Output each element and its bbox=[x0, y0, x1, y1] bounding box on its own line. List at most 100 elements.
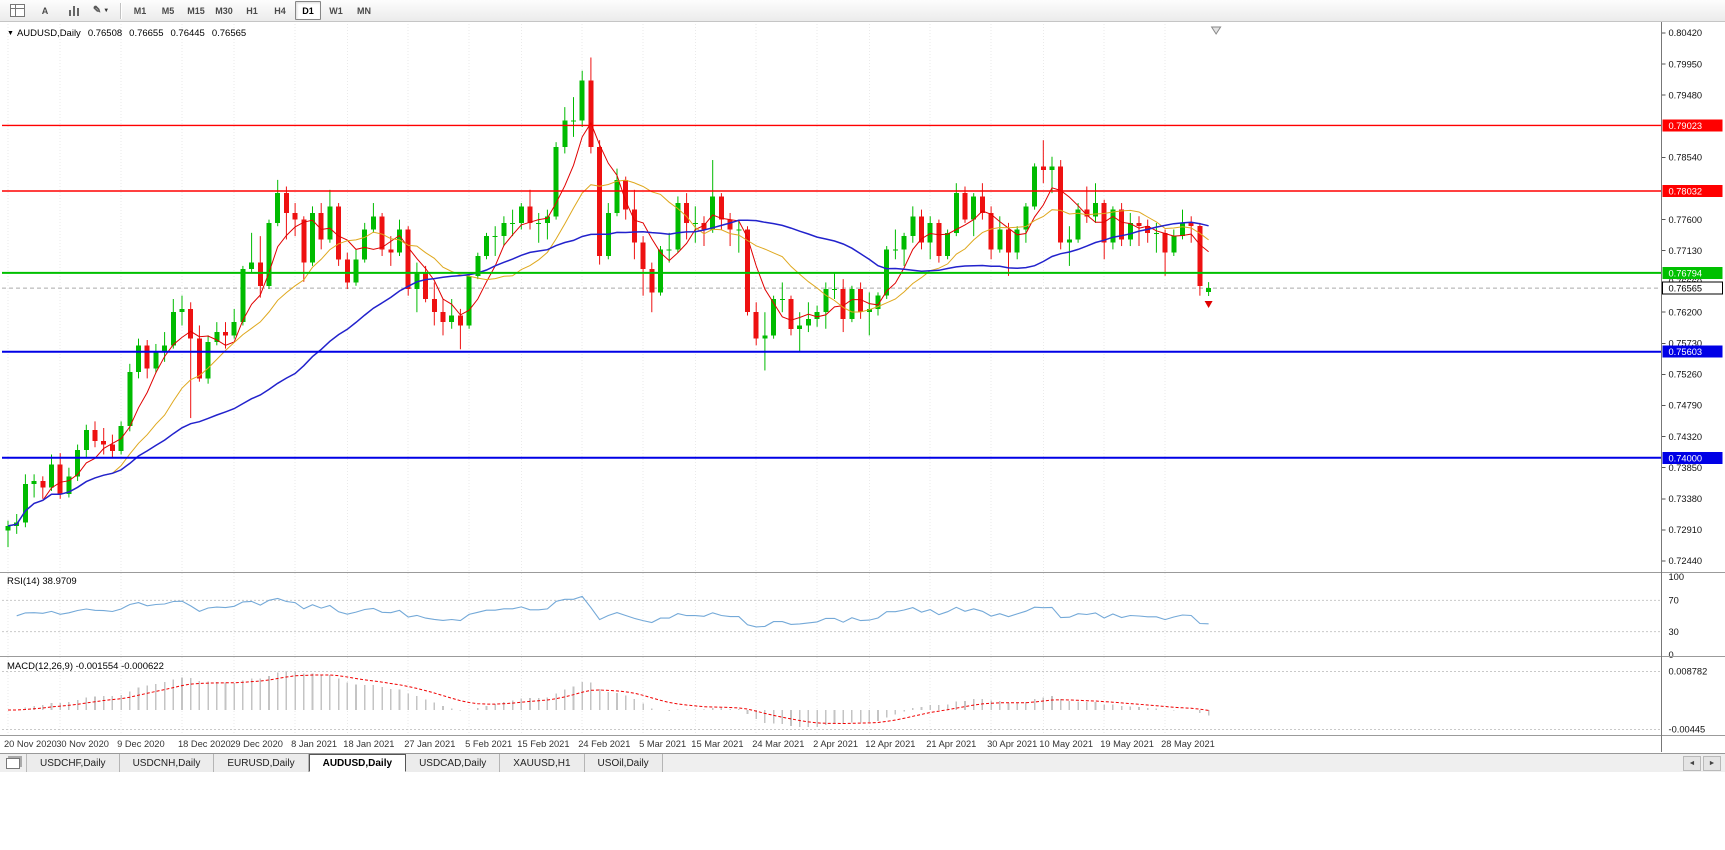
candle-body bbox=[301, 219, 307, 263]
candle-body bbox=[666, 249, 672, 251]
candle-body bbox=[736, 229, 742, 231]
rsi-level-label: 30 bbox=[1669, 627, 1679, 637]
candle-body bbox=[518, 206, 524, 223]
candle-body bbox=[66, 476, 72, 495]
date-label: 20 Nov 2020 bbox=[4, 739, 57, 749]
candle-body bbox=[336, 206, 342, 260]
date-label: 15 Feb 2021 bbox=[517, 739, 569, 749]
timeframe-button-m15[interactable]: M15 bbox=[187, 5, 205, 16]
timeframe-button-d1[interactable]: D1 bbox=[295, 1, 321, 20]
candle-body bbox=[1188, 222, 1194, 227]
candle-body bbox=[1110, 209, 1116, 243]
chart-tab-audusd-daily[interactable]: AUDUSD,Daily bbox=[308, 754, 407, 772]
timeframe-button-m30[interactable]: M30 bbox=[215, 5, 233, 16]
insert-text-button[interactable]: A bbox=[41, 5, 49, 16]
price-tick-label: 0.73380 bbox=[1669, 494, 1703, 504]
candle-body bbox=[979, 196, 985, 213]
candle-body bbox=[484, 236, 489, 256]
candle-body bbox=[1058, 166, 1064, 243]
candle-body bbox=[919, 216, 924, 243]
candle-body bbox=[414, 272, 420, 290]
candle-body bbox=[275, 193, 281, 223]
symbol-dropdown-icon[interactable]: ▼ bbox=[7, 30, 14, 37]
candle-body bbox=[370, 216, 376, 230]
chart-tab-xauusd-h1[interactable]: XAUUSD,H1 bbox=[500, 754, 585, 772]
candle-body bbox=[353, 259, 359, 283]
candle-body bbox=[249, 262, 255, 270]
date-label: 2 Apr 2021 bbox=[813, 739, 858, 749]
candle-body bbox=[1136, 222, 1142, 227]
candle-body bbox=[779, 298, 785, 300]
candle-body bbox=[527, 206, 533, 223]
candle-body bbox=[1101, 203, 1107, 243]
candle-body bbox=[1023, 206, 1029, 230]
candle-body bbox=[231, 322, 237, 336]
rsi-name: RSI(14) bbox=[7, 576, 40, 587]
candle-body bbox=[910, 216, 916, 237]
bar-chart-icon bbox=[67, 5, 80, 17]
timeframe-button-w1[interactable]: W1 bbox=[329, 5, 343, 16]
price-tick-label: 0.80420 bbox=[1669, 28, 1703, 38]
symbol-label: AUDUSD,Daily bbox=[16, 28, 81, 39]
candle-body bbox=[475, 255, 481, 276]
candle-body bbox=[553, 146, 559, 217]
candle-body bbox=[397, 229, 402, 253]
candle-body bbox=[623, 179, 629, 210]
candle-body bbox=[57, 464, 63, 495]
candle-body bbox=[440, 312, 446, 323]
candle-body bbox=[1127, 222, 1133, 240]
candle-body bbox=[658, 249, 663, 293]
candle-body bbox=[379, 216, 385, 250]
candle-body bbox=[1153, 232, 1159, 234]
candle-body bbox=[762, 335, 768, 339]
chart-tab-usoil-daily[interactable]: USOil,Daily bbox=[584, 754, 663, 772]
chart-title: ▼ AUDUSD,Daily 0.76508 0.76655 0.76445 0.7656… bbox=[7, 28, 246, 39]
bar-chart-type-button[interactable] bbox=[60, 1, 86, 20]
chart-tools-group: A ✎ ▼ bbox=[3, 1, 115, 20]
price-level-badge-bg bbox=[1662, 266, 1723, 279]
candle-body bbox=[466, 275, 472, 326]
candle-body bbox=[49, 464, 54, 488]
timeframe-button-m1[interactable]: M1 bbox=[133, 5, 147, 16]
chart-tab-usdcnh-daily[interactable]: USDCNH,Daily bbox=[119, 754, 215, 772]
candle-body bbox=[962, 193, 968, 220]
date-label: 21 Apr 2021 bbox=[926, 739, 976, 749]
candle-body bbox=[562, 120, 568, 147]
price-tick-label: 0.74790 bbox=[1669, 401, 1703, 411]
date-label: 19 May 2021 bbox=[1100, 739, 1154, 749]
candle-body bbox=[1093, 203, 1098, 217]
candle-body bbox=[858, 289, 864, 313]
timeframe-button-m5[interactable]: M5 bbox=[161, 5, 175, 16]
chart-tab-usdcad-daily[interactable]: USDCAD,Daily bbox=[406, 754, 501, 772]
timeframe-button-h1[interactable]: H1 bbox=[246, 5, 258, 16]
candle-body bbox=[214, 332, 220, 342]
ma-line-13 bbox=[7, 179, 1209, 527]
candle-body bbox=[1084, 209, 1090, 217]
timeframe-button-h4[interactable]: H4 bbox=[274, 5, 286, 16]
candle-body bbox=[849, 289, 855, 319]
candle-body bbox=[1014, 229, 1020, 253]
date-label: 27 Jan 2021 bbox=[404, 739, 455, 749]
candle-body bbox=[771, 298, 777, 336]
sell-arrow-icon bbox=[1204, 301, 1213, 309]
date-label: 8 Jan 2021 bbox=[291, 739, 337, 749]
tile-windows-button[interactable] bbox=[4, 1, 30, 20]
chart-tab-usdchf-daily[interactable]: USDCHF,Daily bbox=[27, 754, 120, 772]
candle-body bbox=[510, 222, 516, 224]
date-label: 24 Feb 2021 bbox=[578, 739, 630, 749]
chart-tab-eurusd-daily[interactable]: EURUSD,Daily bbox=[214, 754, 309, 772]
stacked-windows-icon bbox=[6, 757, 20, 769]
chart-tab-bar: USDCHF,Daily USDCNH,Daily EURUSD,Daily AUDU… bbox=[0, 753, 1725, 772]
tabs-scroll-right-button[interactable]: ► bbox=[1703, 755, 1721, 771]
candle-body bbox=[945, 232, 951, 256]
chart-shift-marker[interactable] bbox=[1210, 26, 1222, 35]
date-label: 28 May 2021 bbox=[1161, 739, 1215, 749]
tab-windows-button[interactable] bbox=[0, 754, 27, 772]
draw-tools-dropdown[interactable]: ✎ ▼ bbox=[88, 1, 114, 20]
candle-body bbox=[588, 80, 594, 147]
timeframe-button-mn[interactable]: MN bbox=[357, 5, 371, 16]
candle-body bbox=[614, 179, 620, 213]
candle-body bbox=[362, 229, 368, 260]
candle-body bbox=[162, 345, 168, 352]
tabs-scroll-left-button[interactable]: ◄ bbox=[1683, 755, 1701, 771]
